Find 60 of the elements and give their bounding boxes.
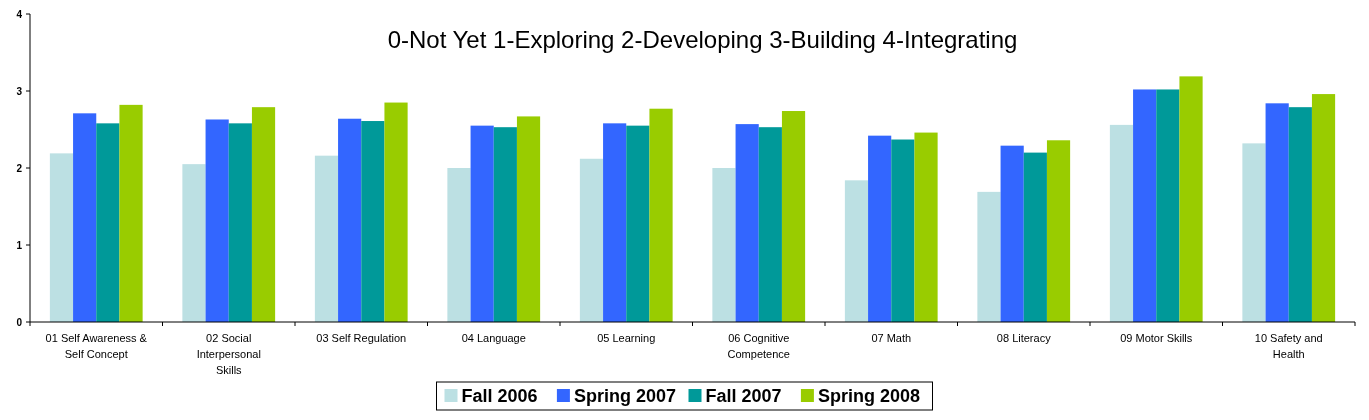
legend-label: Spring 2008 [817,386,920,406]
bar [1156,89,1180,322]
x-tick-label: 01 Self Awareness & Self Concept [45,332,148,360]
bar [49,153,74,322]
bar [977,191,1001,322]
bar [251,107,276,322]
bar [1265,103,1289,322]
bar [1179,76,1203,322]
x-tick-label: 04 Language [461,332,526,344]
bar [1000,145,1024,322]
bar [228,123,252,322]
bar [1023,152,1047,322]
bar [314,155,339,322]
bar [119,104,143,322]
x-tick-label: 10 Safety and Health [1254,332,1323,360]
bar [384,102,408,322]
legend-label: Fall 2006 [461,386,538,406]
bar [626,125,650,322]
bar [73,113,97,322]
bar [205,119,229,322]
text: 0-Not Yet 1-Exploring 2-Developing 3-Building 4-Integrating [387,26,1018,53]
bar [1311,94,1336,322]
bar [891,139,915,322]
bar [338,118,362,322]
bar [447,168,471,322]
bar [1133,89,1157,322]
x-tick-label: 02 Social Interpersonal Skills [196,332,261,376]
y-tick-label: 4 [16,8,23,20]
bar [96,123,120,322]
bar [603,123,627,322]
bar [844,180,869,322]
bar [1046,140,1071,322]
x-tick-label: 08 Literacy [996,332,1052,344]
x-tick-label: 09 Motor Skills [1120,332,1193,344]
bar [781,111,806,322]
legend-label: Fall 2007 [705,386,782,406]
bar [182,164,206,322]
bar [470,125,494,322]
x-tick-label: 05 Learning [597,332,656,344]
x-tick-label: 03 Self Regulation [316,332,407,344]
bar [1109,124,1134,322]
y-tick-label: 3 [16,85,23,97]
x-tick-label: 07 Math [871,332,912,344]
bar [493,127,517,322]
bar [868,135,892,322]
bar [1288,107,1312,322]
y-tick-label: 0 [16,316,23,328]
bar [579,158,604,322]
bar [649,108,673,322]
bar [1242,143,1266,322]
bar [914,132,938,322]
bar [712,168,736,322]
y-tick-label: 2 [16,162,23,174]
legend-label: Spring 2007 [573,386,676,406]
bar [361,121,385,322]
bar [735,124,759,322]
y-tick-label: 1 [16,239,23,251]
x-tick-label: 06 Cognitive Competence [727,332,790,360]
bar [758,127,782,322]
bar [516,116,541,322]
